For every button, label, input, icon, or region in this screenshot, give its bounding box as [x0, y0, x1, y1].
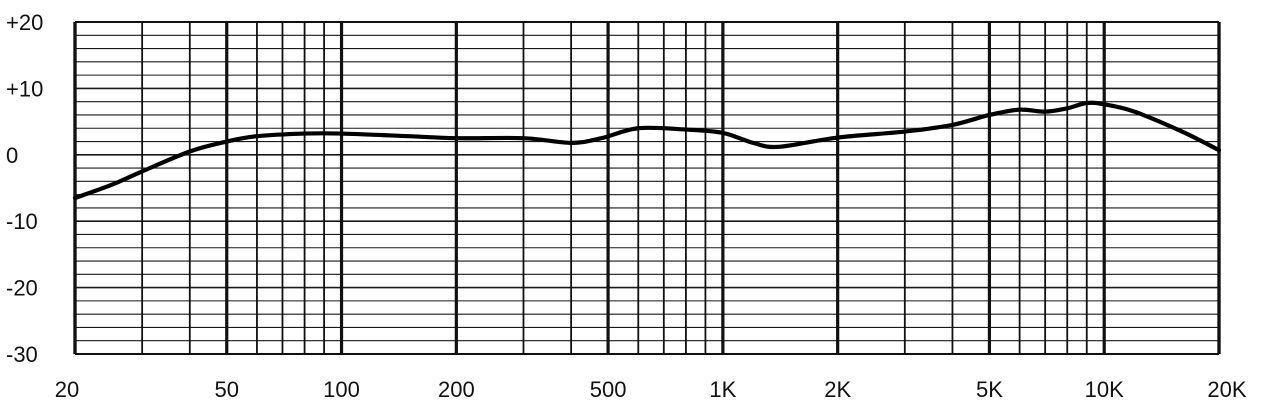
- y-tick-label: 0: [6, 143, 18, 168]
- y-tick-label: +20: [6, 10, 43, 35]
- x-tick-label: 20K: [1207, 377, 1246, 402]
- vertical-grid: [73, 21, 1221, 355]
- y-tick-label: -30: [6, 342, 38, 367]
- x-tick-label: 2K: [824, 377, 851, 402]
- y-tick-label: -10: [6, 209, 38, 234]
- x-tick-label: 100: [323, 377, 360, 402]
- x-tick-label: 200: [438, 377, 475, 402]
- x-tick-label: 20: [55, 377, 79, 402]
- x-tick-label: 5K: [976, 377, 1003, 402]
- x-tick-label: 1K: [709, 377, 736, 402]
- x-tick-label: 10K: [1085, 377, 1124, 402]
- y-axis-tick-labels: +20 +10 0 -10 -20 -30: [6, 10, 43, 367]
- y-tick-label: -20: [6, 276, 38, 301]
- series-layer: [72, 100, 1222, 201]
- x-axis-tick-labels: 20 50 100 200 500 1K 2K 5K 10K 20K: [55, 377, 1247, 402]
- x-tick-label: 500: [590, 377, 627, 402]
- series-line: [72, 100, 1222, 201]
- y-tick-label: +10: [6, 76, 43, 101]
- x-tick-label: 50: [215, 377, 239, 402]
- plot-background: [75, 22, 1219, 354]
